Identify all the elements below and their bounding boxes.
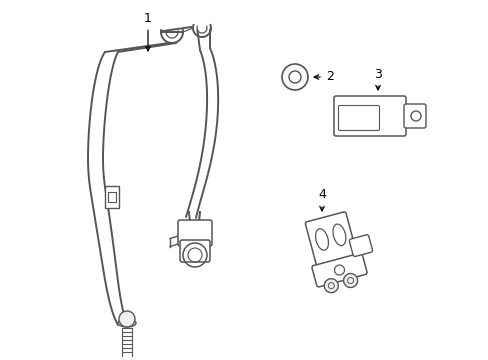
Circle shape <box>119 311 135 327</box>
Ellipse shape <box>118 319 136 327</box>
Text: 1: 1 <box>144 12 152 51</box>
Text: 2: 2 <box>325 71 333 84</box>
FancyBboxPatch shape <box>333 96 405 136</box>
Text: 4: 4 <box>317 189 325 211</box>
FancyBboxPatch shape <box>178 220 212 246</box>
FancyBboxPatch shape <box>338 105 379 130</box>
Bar <box>108 192 116 202</box>
Text: 3: 3 <box>373 68 381 90</box>
Ellipse shape <box>332 224 345 246</box>
Bar <box>105 186 119 208</box>
FancyBboxPatch shape <box>305 212 358 272</box>
Circle shape <box>288 71 301 83</box>
FancyBboxPatch shape <box>180 240 209 262</box>
Ellipse shape <box>315 229 328 250</box>
FancyBboxPatch shape <box>403 104 425 128</box>
Circle shape <box>282 64 307 90</box>
FancyBboxPatch shape <box>311 253 366 287</box>
Circle shape <box>343 274 357 288</box>
Circle shape <box>324 279 338 293</box>
FancyBboxPatch shape <box>348 235 372 257</box>
